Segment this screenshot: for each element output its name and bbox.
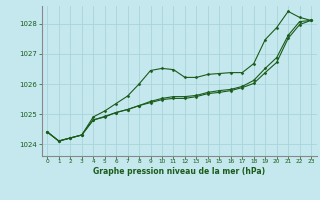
- X-axis label: Graphe pression niveau de la mer (hPa): Graphe pression niveau de la mer (hPa): [93, 167, 265, 176]
